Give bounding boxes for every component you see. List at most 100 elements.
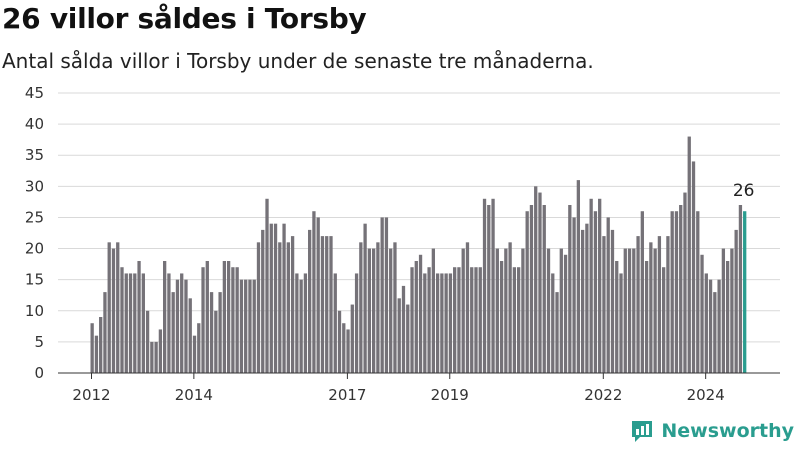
bar xyxy=(94,335,99,373)
bar xyxy=(683,192,687,373)
bar xyxy=(286,242,290,373)
highlight-value-label: 26 xyxy=(733,181,755,201)
bar xyxy=(602,236,606,373)
x-tick-label: 2022 xyxy=(584,386,622,404)
bar xyxy=(299,279,303,373)
bar xyxy=(235,267,239,373)
bar xyxy=(734,229,738,373)
bar xyxy=(499,261,504,373)
bar xyxy=(107,242,111,373)
bar-highlight xyxy=(743,211,747,373)
bar xyxy=(133,273,137,373)
bar xyxy=(534,186,538,373)
bar xyxy=(346,329,350,373)
bar xyxy=(184,279,188,373)
bar xyxy=(508,242,512,373)
bar xyxy=(359,242,363,373)
bar xyxy=(192,335,197,373)
bar xyxy=(580,229,585,373)
bar xyxy=(700,254,704,373)
bar xyxy=(610,229,615,373)
bar xyxy=(137,261,141,373)
bar xyxy=(495,248,499,373)
bar xyxy=(657,236,662,373)
bar xyxy=(457,267,461,373)
bar xyxy=(627,248,632,373)
bar xyxy=(414,261,418,373)
bar xyxy=(444,273,448,373)
bar xyxy=(116,242,120,373)
bar xyxy=(708,279,713,373)
bar xyxy=(154,341,158,373)
bar xyxy=(273,223,278,373)
bar xyxy=(696,211,700,373)
y-tick-label: 30 xyxy=(25,177,44,195)
bar xyxy=(342,323,346,373)
y-tick-label: 5 xyxy=(34,333,44,351)
bar xyxy=(738,205,743,373)
bar xyxy=(453,267,457,373)
bar xyxy=(487,205,491,373)
bar xyxy=(363,223,367,373)
bar xyxy=(397,298,401,373)
bar xyxy=(730,248,734,373)
bar xyxy=(649,242,653,373)
bar xyxy=(209,292,214,373)
bar xyxy=(252,279,256,373)
bar xyxy=(214,310,218,373)
bar xyxy=(158,329,163,373)
bar xyxy=(197,323,201,373)
bar xyxy=(546,248,551,373)
bar xyxy=(180,273,184,373)
bar xyxy=(636,236,640,373)
bar xyxy=(201,267,205,373)
bar xyxy=(141,273,145,373)
bar xyxy=(653,248,657,373)
y-tick-label: 10 xyxy=(25,302,44,320)
bar xyxy=(303,273,308,373)
bar xyxy=(269,223,273,373)
bar xyxy=(465,242,470,373)
bar xyxy=(354,273,359,373)
bar xyxy=(521,248,525,373)
bar xyxy=(529,205,534,373)
bar xyxy=(145,310,150,373)
bar xyxy=(226,261,231,373)
bar xyxy=(222,261,227,373)
bar xyxy=(551,273,555,373)
bar xyxy=(644,261,649,373)
bar xyxy=(598,198,602,373)
bar xyxy=(99,317,103,373)
bar xyxy=(568,205,572,373)
bar xyxy=(585,223,589,373)
bar xyxy=(674,211,679,373)
bar xyxy=(325,236,329,373)
bar xyxy=(371,248,376,373)
bar xyxy=(380,217,384,373)
y-tick-label: 40 xyxy=(25,115,44,133)
y-tick-label: 0 xyxy=(34,364,44,382)
bar xyxy=(120,267,124,373)
bar xyxy=(295,273,299,373)
bar xyxy=(615,261,619,373)
bar xyxy=(482,198,487,373)
bar xyxy=(290,236,295,373)
chart-title: 26 villor såldes i Torsby xyxy=(2,2,367,35)
bar xyxy=(333,273,337,373)
bar xyxy=(670,211,674,373)
bar xyxy=(448,273,453,373)
bar xyxy=(389,248,393,373)
bar xyxy=(491,198,495,373)
bar xyxy=(435,273,440,373)
bar xyxy=(406,304,410,373)
bar xyxy=(721,248,726,373)
bar xyxy=(691,161,696,373)
bar xyxy=(662,267,666,373)
bar xyxy=(559,248,563,373)
bar xyxy=(320,236,325,373)
bar xyxy=(418,254,423,373)
bar xyxy=(384,217,389,373)
bar xyxy=(124,273,128,373)
bar xyxy=(90,323,94,373)
